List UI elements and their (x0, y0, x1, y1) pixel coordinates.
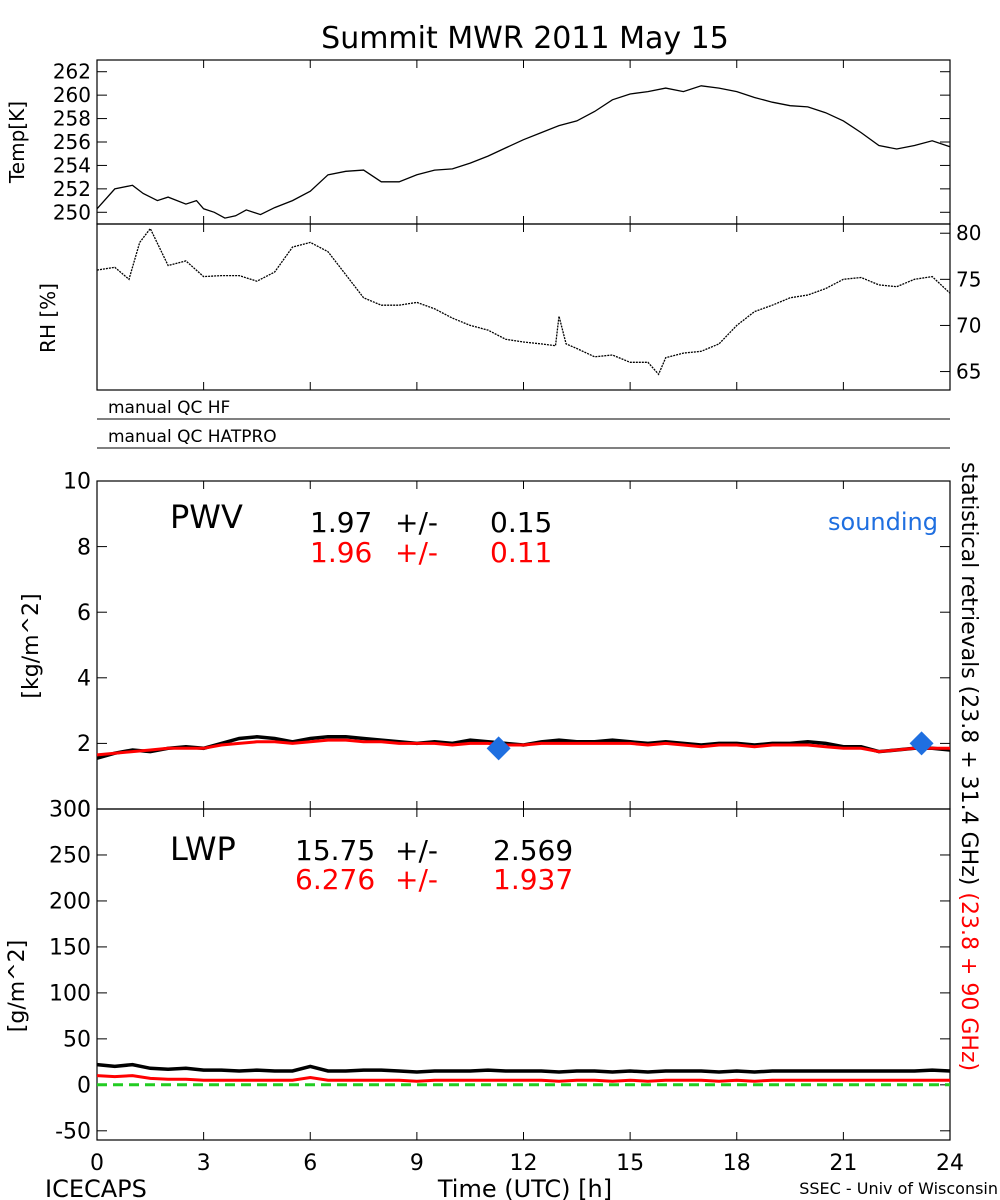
lwp-ytick-label: 250 (49, 844, 91, 869)
pwv-title: PWV (170, 498, 243, 536)
rh-ytick-label: 70 (956, 313, 981, 337)
pwv-ytick-label: 0 (77, 798, 91, 823)
lwp-red-line (96, 1074, 950, 1083)
sounding-markers (486, 731, 934, 761)
pwv-ytick-label: 2 (77, 732, 91, 757)
lwp-ylabel: [g/m^2] (5, 940, 30, 1032)
temp-ytick-label: 252 (53, 177, 91, 201)
lwp-title: LWP (170, 830, 236, 868)
right-side-label: statistical retrievals (23.8 + 31.4 GHz)… (956, 462, 981, 1071)
x-axis-label: Time (UTC) [h] (437, 1175, 612, 1200)
right-label-black: statistical retrievals (23.8 + 31.4 GHz) (956, 462, 981, 885)
x-tick-label: 6 (303, 1151, 317, 1176)
rh-line (96, 227, 951, 376)
rh-ytick-label: 65 (956, 360, 981, 384)
rh-ytick-label: 75 (956, 267, 981, 291)
rh-panel: RH [%] 65 70 75 80 (36, 221, 981, 391)
qc-hf-label: manual QC HF (108, 398, 230, 418)
lwp-black-err: 2.569 (493, 834, 573, 867)
x-tick-label: 24 (936, 1151, 964, 1176)
qc-bands: manual QC HF manual QC HATPRO (97, 398, 950, 449)
x-axis-ticks: 0 3 6 9 12 15 18 21 24 (90, 1151, 964, 1176)
temp-ytick-label: 256 (53, 130, 91, 154)
lwp-stats-black: 15.75 +/- 2.569 (295, 834, 573, 867)
lwp-ticks: -50 0 50 100 150 200 250 300 (49, 798, 951, 1145)
lwp-ytick-label: 100 (49, 982, 91, 1007)
pwv-ytick-label: 8 (77, 535, 91, 560)
rh-ytick-label: 80 (956, 221, 981, 245)
lwp-ytick-label: 50 (63, 1028, 91, 1053)
lwp-red-pm: +/- (395, 863, 438, 896)
footer-left: ICECAPS (45, 1175, 147, 1200)
lwp-black-value: 15.75 (295, 834, 375, 867)
pwv-ticks: 0 2 4 6 8 10 (63, 470, 951, 823)
lwp-ytick-label: 200 (49, 890, 91, 915)
pwv-black-pm: +/- (395, 506, 438, 539)
x-tick-label: 21 (829, 1151, 857, 1176)
pwv-black-err: 0.15 (490, 506, 552, 539)
lwp-ytick-label: 0 (77, 1074, 91, 1099)
pwv-red-err: 0.11 (490, 536, 552, 569)
temp-frame (96, 59, 951, 225)
pwv-stats-red: 1.96 +/- 0.11 (310, 536, 552, 569)
temp-ylabel: Temp[K] (5, 101, 29, 184)
x-tick-label: 9 (410, 1151, 424, 1176)
lwp-red-value: 6.276 (295, 863, 375, 896)
right-label-red: (23.8 + 90 GHz) (956, 892, 981, 1071)
lwp-ytick-label: 150 (49, 936, 91, 961)
temp-ytick-label: 250 (53, 200, 91, 224)
pwv-red-pm: +/- (395, 536, 438, 569)
temp-ytick-label: 254 (53, 153, 91, 177)
pwv-ytick-label: 6 (77, 601, 91, 626)
x-tick-label: 18 (723, 1151, 751, 1176)
temp-ytick-label: 260 (53, 83, 91, 107)
rh-ticks: 65 70 75 80 (96, 221, 981, 390)
sounding-legend: sounding (828, 508, 938, 536)
pwv-ytick-label: 4 (77, 667, 91, 692)
x-tick-label: 15 (616, 1151, 644, 1176)
pwv-ylabel: [kg/m^2] (19, 593, 44, 698)
rh-frame (96, 223, 951, 391)
sounding-marker (486, 736, 511, 761)
sounding-marker (909, 731, 934, 756)
lwp-stats-red: 6.276 +/- 1.937 (295, 863, 573, 896)
pwv-ytick-label: 10 (63, 470, 91, 495)
lwp-ytick-label: -50 (55, 1120, 91, 1145)
pwv-stats-black: 1.97 +/- 0.15 (310, 506, 552, 539)
footer-right: SSEC - Univ of Wisconsin (799, 1179, 998, 1198)
figure-title: Summit MWR 2011 May 15 (321, 21, 729, 56)
lwp-black-pm: +/- (395, 834, 438, 867)
x-tick-label: 12 (510, 1151, 538, 1176)
temp-ytick-label: 258 (53, 107, 91, 131)
temp-ytick-label: 262 (53, 60, 91, 84)
rh-ylabel: RH [%] (36, 283, 60, 353)
lwp-panel: [g/m^2] -50 0 50 100 150 200 250 300 LWP 15.75 … (5, 798, 951, 1145)
lwp-red-err: 1.937 (493, 863, 573, 896)
x-tick-label: 0 (90, 1151, 104, 1176)
pwv-red-line (96, 738, 950, 757)
pwv-red-value: 1.96 (310, 536, 372, 569)
lwp-ytick-label: 300 (49, 798, 91, 823)
temp-line (96, 85, 951, 219)
pwv-panel: [kg/m^2] 0 2 4 6 8 10 PWV 1.97 +/- 0.15 1.96 … (19, 470, 951, 823)
pwv-black-value: 1.97 (310, 506, 372, 539)
x-tick-label: 3 (197, 1151, 211, 1176)
qc-hatpro-label: manual QC HATPRO (108, 427, 277, 447)
lwp-black-line (96, 1062, 951, 1074)
